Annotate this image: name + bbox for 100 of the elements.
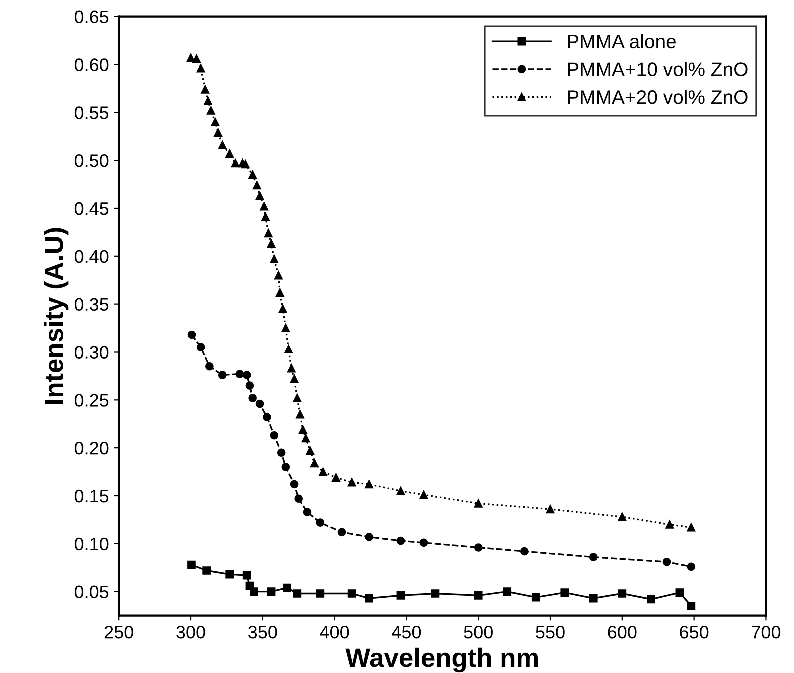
point — [299, 426, 308, 434]
point — [192, 54, 201, 64]
y-tick-label: 0.15 — [74, 490, 109, 503]
x-tick-label: 450 — [392, 626, 422, 639]
point — [263, 413, 272, 422]
point — [231, 159, 240, 168]
y-tick-label: 0.05 — [74, 586, 109, 599]
x-tick-label: 500 — [464, 626, 493, 639]
point — [267, 240, 276, 248]
point — [276, 288, 284, 297]
point — [283, 584, 292, 592]
point — [282, 324, 290, 332]
point — [293, 394, 302, 402]
point — [206, 106, 216, 115]
point — [262, 212, 270, 222]
point — [294, 494, 304, 504]
point — [211, 118, 220, 126]
point — [618, 512, 627, 522]
point — [365, 533, 374, 542]
point — [204, 96, 212, 106]
point — [202, 566, 211, 575]
legend-label: PMMA+20 vol% ZnO — [568, 90, 748, 104]
x-tick-label: 600 — [608, 626, 637, 639]
point — [270, 255, 279, 264]
point — [319, 468, 328, 476]
x-tick-label: 650 — [680, 626, 709, 639]
point — [290, 374, 299, 384]
x-tick-label: 700 — [752, 626, 781, 639]
x-tick-label: 350 — [248, 626, 278, 639]
point — [287, 364, 296, 373]
point — [248, 394, 258, 402]
point — [618, 590, 627, 598]
point — [256, 192, 264, 200]
point — [420, 490, 428, 500]
y-tick-label: 0.10 — [74, 538, 109, 551]
point — [196, 343, 206, 352]
point — [236, 370, 244, 378]
point — [532, 593, 540, 602]
x-tick-label: 400 — [320, 626, 350, 639]
point — [218, 371, 227, 380]
y-tick-label: 0.40 — [74, 250, 109, 264]
point — [316, 518, 325, 527]
y-tick-label: 0.35 — [74, 298, 109, 312]
point — [242, 371, 252, 380]
point — [242, 571, 252, 580]
point — [474, 544, 483, 552]
y-tick-label: 0.55 — [74, 106, 109, 120]
point — [303, 508, 312, 516]
point — [560, 588, 570, 597]
point — [264, 229, 273, 238]
y-tick-label: 0.50 — [74, 154, 109, 168]
point — [316, 590, 325, 598]
point — [302, 434, 310, 443]
y-axis-title: Intensity (A.U) — [44, 228, 69, 404]
point — [687, 523, 696, 532]
point — [503, 588, 512, 596]
point — [252, 181, 262, 190]
point — [662, 558, 672, 566]
point — [348, 590, 356, 598]
point — [186, 54, 196, 62]
x-tick-label: 300 — [176, 626, 206, 639]
point — [431, 590, 440, 598]
point — [396, 536, 406, 546]
point — [293, 590, 302, 598]
point — [338, 528, 346, 537]
point — [647, 595, 656, 604]
point — [396, 487, 406, 496]
point — [188, 560, 196, 570]
point — [365, 480, 374, 489]
point — [206, 362, 214, 371]
point — [267, 588, 276, 596]
point — [241, 160, 250, 169]
point — [348, 478, 356, 487]
point — [278, 304, 288, 314]
point — [589, 553, 598, 562]
legend-label: PMMA+10 vol% ZnO — [568, 62, 748, 76]
x-axis-title: Wavelength nm — [346, 648, 538, 673]
point — [201, 85, 210, 94]
point — [274, 271, 283, 280]
point — [474, 592, 483, 600]
y-tick-label: 0.60 — [74, 58, 109, 72]
y-tick-label: 0.30 — [74, 346, 109, 359]
y-tick-label: 0.25 — [74, 394, 109, 407]
point — [310, 459, 319, 468]
point — [365, 594, 374, 603]
point — [188, 330, 196, 340]
point — [666, 520, 674, 529]
point — [248, 170, 258, 180]
x-tick-label: 550 — [536, 626, 565, 639]
point — [196, 64, 206, 73]
y-tick-label: 0.20 — [74, 442, 109, 455]
y-tick-label: 0.65 — [74, 10, 109, 24]
point — [396, 592, 406, 600]
point — [474, 500, 483, 508]
point — [256, 400, 264, 408]
point — [277, 448, 286, 458]
point — [520, 547, 529, 556]
point — [260, 202, 269, 211]
y-tick-label: 0.45 — [74, 202, 109, 216]
point — [282, 463, 290, 472]
